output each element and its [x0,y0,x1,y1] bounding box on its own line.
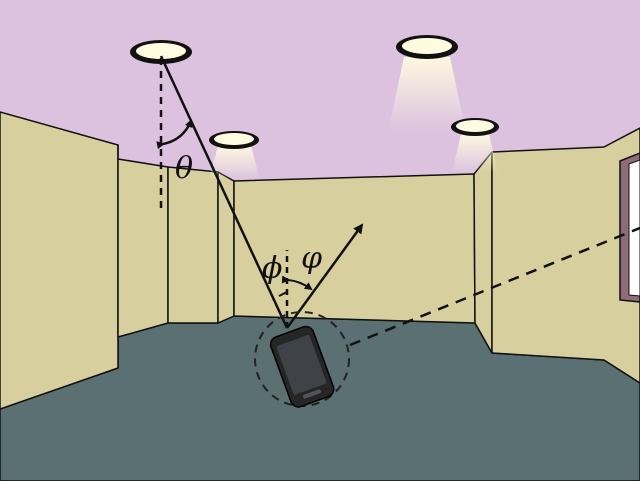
smartphone-icon [269,325,335,408]
theta-label: θ [175,151,193,186]
varphi-angle-arc [281,275,313,291]
ceiling-light-icon [388,35,466,132]
theta-angle-arc [156,119,193,150]
varphi-label: φ [301,241,322,276]
wall-left-pillar [167,166,219,324]
ceiling-light-icon [209,131,260,180]
window [619,152,640,303]
ceiling-light-icon [451,118,499,173]
wall-back [233,173,476,324]
wall-right [491,127,640,384]
wall-right-pillar [473,151,493,354]
phone-to-window-ray [349,226,640,347]
phone-normal-arrow [285,223,364,329]
light-ray [159,55,289,329]
phi-label: ϕ [262,251,282,286]
ceiling-light-icon [130,40,192,64]
wall-left [0,111,119,410]
wall-left-back [117,144,169,338]
phi-angle-arc [278,291,288,297]
